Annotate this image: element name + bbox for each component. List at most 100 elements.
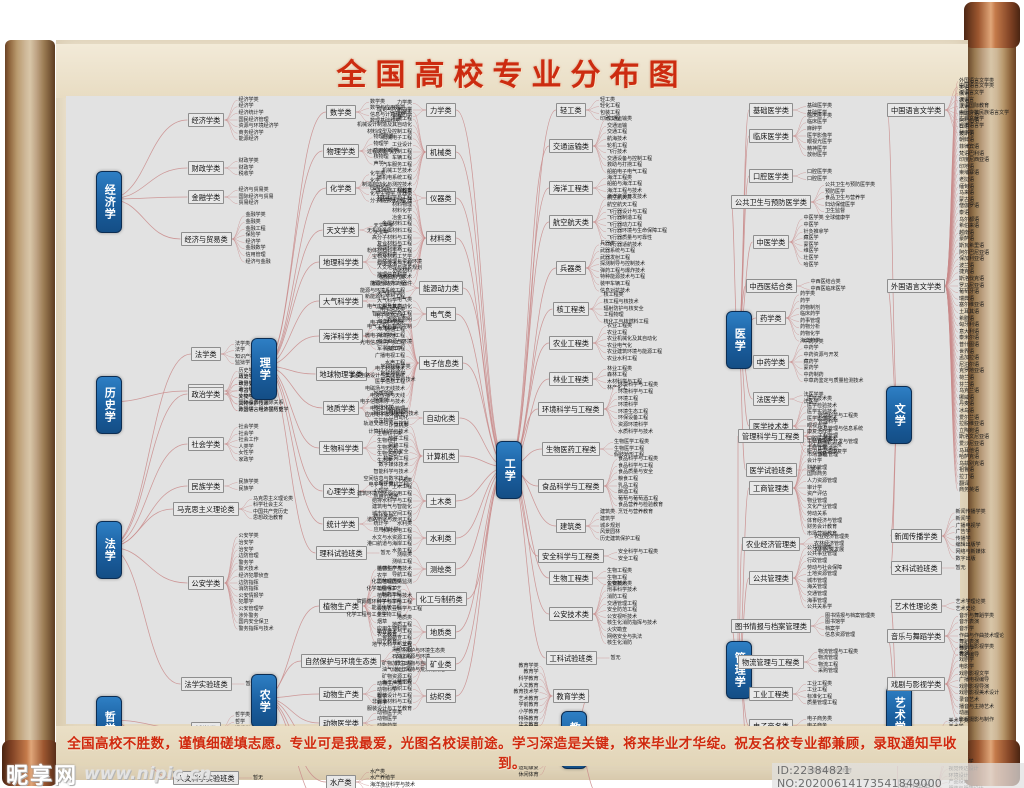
category-node[interactable]: 心理学类	[322, 484, 360, 498]
category-node[interactable]: 艺术性理论类	[890, 599, 942, 613]
category-node[interactable]: 工业工程类	[749, 687, 793, 701]
category-node[interactable]: 民族学类	[187, 479, 225, 493]
category-node[interactable]: 土木类	[426, 494, 456, 508]
category-node[interactable]: 财政学类	[187, 161, 225, 175]
category-node[interactable]: 生物工程类	[549, 571, 593, 585]
category-node[interactable]: 金融学类	[187, 190, 225, 204]
category-node[interactable]: 医学试验班类	[745, 463, 797, 477]
category-node[interactable]: 自然保护与环境生态类	[301, 654, 381, 668]
category-node[interactable]: 数学类	[326, 105, 356, 119]
category-node[interactable]: 环境科学与工程类	[538, 402, 604, 416]
category-node[interactable]: 政治学类	[187, 387, 225, 401]
category-node[interactable]: 生物科学类	[319, 441, 363, 455]
category-node[interactable]: 教育学类	[552, 689, 590, 703]
leaf-node: 丹麦语	[959, 401, 974, 408]
root-node-2[interactable]: 历史学	[96, 376, 122, 434]
category-node[interactable]: 机械类	[426, 145, 456, 159]
category-node[interactable]: 基础医学类	[749, 103, 793, 117]
category-node[interactable]: 动物生产类	[319, 687, 363, 701]
category-node[interactable]: 中西医结合类	[745, 279, 797, 293]
root-node-6[interactable]: 农学	[251, 674, 277, 728]
root-node-1[interactable]: 经济学	[96, 171, 122, 233]
category-node[interactable]: 地质类	[426, 625, 456, 639]
category-node[interactable]: 音乐与舞蹈学类	[887, 629, 946, 643]
category-node[interactable]: 文科试验班类	[890, 561, 942, 575]
category-node[interactable]: 林业工程类	[549, 372, 593, 386]
category-node[interactable]: 核工程类	[552, 302, 590, 316]
root-node-11[interactable]: 文学	[886, 386, 912, 444]
category-node[interactable]: 中医学类	[752, 235, 790, 249]
category-node[interactable]: 社会学类	[187, 437, 225, 451]
category-node[interactable]: 兵器类	[556, 261, 586, 275]
category-node[interactable]: 中药学类	[752, 355, 790, 369]
category-node[interactable]: 天文学类	[322, 223, 360, 237]
category-node[interactable]: 法学类	[191, 347, 221, 361]
category-node[interactable]: 大气科学类	[319, 294, 363, 308]
category-node[interactable]: 纺织类	[426, 689, 456, 703]
category-node[interactable]: 矿业类	[426, 657, 456, 671]
category-node[interactable]: 农业经济管理类	[742, 537, 801, 551]
category-node[interactable]: 工科试验班类	[545, 651, 597, 665]
category-node[interactable]: 公共管理类	[749, 571, 793, 585]
category-node[interactable]: 工商管理类	[749, 481, 793, 495]
root-node-7[interactable]: 工学	[496, 441, 522, 499]
root-node-10[interactable]: 管理学	[726, 641, 752, 699]
category-node[interactable]: 计算机类	[422, 449, 460, 463]
leaf-node: 应用物理学	[373, 147, 399, 154]
category-node[interactable]: 管理科学与工程类	[738, 429, 804, 443]
root-node-3[interactable]: 法学	[96, 521, 122, 579]
category-node[interactable]: 电子信息类	[419, 356, 463, 370]
root-node-9[interactable]: 医学	[726, 311, 752, 369]
category-node[interactable]: 水产类	[326, 775, 356, 788]
category-node[interactable]: 航空航天类	[549, 215, 593, 229]
category-node[interactable]: 能源动力类	[419, 281, 463, 295]
category-node[interactable]: 地理科学类	[319, 255, 363, 269]
category-node[interactable]: 新闻传播学类	[890, 529, 942, 543]
category-node[interactable]: 地球物理学类	[315, 367, 367, 381]
category-node[interactable]: 轻工类	[556, 103, 586, 117]
category-node[interactable]: 建筑类	[556, 519, 586, 533]
category-node[interactable]: 经济学类	[187, 113, 225, 127]
category-node[interactable]: 化工与制药类	[415, 592, 467, 606]
category-node[interactable]: 药学类	[756, 311, 786, 325]
category-node[interactable]: 植物生产类	[319, 599, 363, 613]
category-node[interactable]: 人文科学实验班类	[173, 771, 239, 785]
category-node[interactable]: 理科试验班类	[315, 546, 367, 560]
category-node[interactable]: 公共卫生与预防医学类	[731, 195, 811, 209]
category-node[interactable]: 口腔医学类	[749, 169, 793, 183]
category-node[interactable]: 材料类	[426, 231, 456, 245]
category-node[interactable]: 法学实验班类	[180, 677, 232, 691]
category-node[interactable]: 法医学类	[752, 392, 790, 406]
category-node[interactable]: 地质学类	[322, 401, 360, 415]
category-node[interactable]: 经济与贸易类	[180, 232, 232, 246]
leaf-node: 智能科学与技术	[373, 469, 409, 475]
category-node[interactable]: 自动化类	[422, 411, 460, 425]
category-node[interactable]: 仪器类	[426, 191, 456, 205]
category-node[interactable]: 力学类	[426, 103, 456, 117]
root-node-5[interactable]: 理学	[251, 338, 277, 400]
category-node[interactable]: 测绘类	[426, 562, 456, 576]
category-node[interactable]: 化学类	[326, 181, 356, 195]
category-node[interactable]: 水利类	[426, 531, 456, 545]
category-node[interactable]: 中国语言文学类	[887, 103, 946, 117]
category-node[interactable]: 外国语言文学类	[887, 279, 946, 293]
category-node[interactable]: 食品科学与工程类	[538, 479, 604, 493]
category-node[interactable]: 海洋工程类	[549, 181, 593, 195]
category-node[interactable]: 电气类	[426, 307, 456, 321]
category-node[interactable]: 生物医药工程类	[542, 442, 601, 456]
category-node[interactable]: 物流管理与工程类	[738, 655, 804, 669]
category-node[interactable]: 海洋科学类	[319, 329, 363, 343]
category-node[interactable]: 戏剧与影视学类	[887, 677, 946, 691]
category-node[interactable]: 交通运输类	[549, 139, 593, 153]
category-node[interactable]: 临床医学类	[749, 129, 793, 143]
category-node[interactable]: 图书情报与档案管理类	[731, 619, 811, 633]
category-node[interactable]: 农业工程类	[549, 336, 593, 350]
category-node[interactable]: 公安学类	[187, 576, 225, 590]
category-node[interactable]: 马克思主义理论类	[173, 502, 239, 516]
leaf-node: 动物药学	[377, 723, 397, 730]
category-node[interactable]: 安全科学与工程类	[538, 549, 604, 563]
category-node[interactable]: 公安技术类	[549, 607, 593, 621]
category-node[interactable]: 物理学类	[322, 144, 360, 158]
leaf-node: 水利水电工程	[382, 527, 412, 534]
category-node[interactable]: 统计学类	[322, 517, 360, 531]
